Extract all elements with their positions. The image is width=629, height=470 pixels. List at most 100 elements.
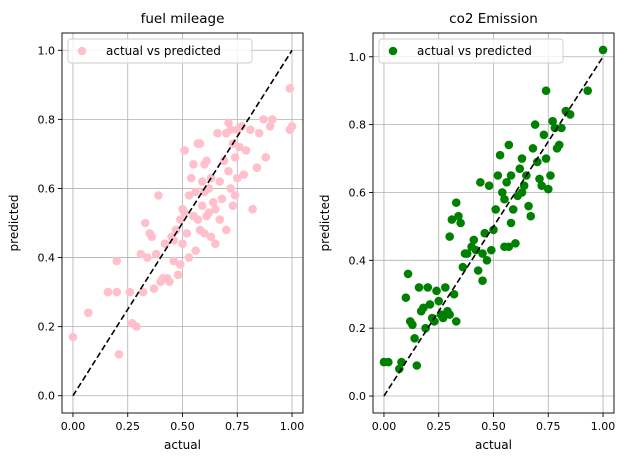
data-point: [252, 163, 262, 173]
data-point: [215, 177, 225, 186]
data-point: [526, 211, 536, 221]
data-point: [103, 287, 113, 297]
data-point: [149, 284, 159, 293]
data-point: [138, 287, 148, 297]
data-point: [484, 181, 494, 190]
data-point: [530, 120, 540, 129]
data-point: [546, 171, 555, 180]
data-point: [246, 125, 255, 135]
x-ticks: 0.00 0.25 0.50 0.75 1.00: [372, 413, 616, 433]
x-tick-label: 0.50: [481, 420, 506, 433]
legend-box: [378, 38, 564, 64]
legend-marker: [388, 46, 398, 56]
data-point: [554, 140, 564, 150]
data-point: [476, 177, 485, 187]
data-point: [478, 276, 487, 285]
data-point: [500, 194, 509, 204]
scatter-points: [379, 45, 608, 374]
data-point: [215, 215, 225, 224]
data-point: [441, 283, 450, 292]
legend-box: [67, 38, 253, 64]
plot-title: co2 Emission: [449, 11, 538, 27]
data-point: [151, 249, 161, 259]
data-point: [471, 245, 481, 255]
data-point: [219, 156, 229, 166]
scatter-points: [68, 83, 297, 359]
data-point: [184, 253, 194, 262]
data-point: [557, 123, 566, 133]
legend-label: actual vs predicted: [106, 44, 221, 58]
data-point: [445, 232, 454, 241]
y-axis-label: predicted: [318, 195, 332, 252]
x-tick-label: 1.00: [591, 420, 616, 433]
data-point: [112, 287, 122, 297]
y-tick-label: 0.8: [38, 113, 56, 126]
data-point: [414, 283, 424, 292]
data-point: [268, 115, 277, 124]
data-point: [535, 174, 544, 184]
y-ticks: 0.0 0.2 0.4 0.6 0.8 1.0: [38, 44, 62, 403]
data-point: [191, 246, 200, 255]
data-point: [208, 197, 218, 207]
data-point: [169, 235, 179, 245]
data-point: [202, 156, 211, 166]
y-tick-label: 0.6: [38, 182, 56, 195]
data-point: [239, 170, 249, 179]
data-point: [478, 249, 487, 258]
y-tick-label: 0.2: [38, 321, 56, 334]
data-point: [497, 188, 507, 197]
data-point: [419, 303, 428, 313]
fuel-mileage-plot: 0.00 0.25 0.50 0.75 1.00 0.00.20.40.60.81.0 …: [7, 11, 304, 452]
data-point: [178, 239, 187, 249]
reference-diagonal-line: [72, 49, 293, 397]
data-point: [180, 208, 189, 217]
data-point: [143, 253, 152, 262]
data-point: [506, 218, 516, 228]
data-point: [237, 121, 246, 131]
data-point: [462, 249, 472, 258]
data-point: [217, 194, 227, 204]
data-point: [502, 177, 511, 187]
data-point: [184, 191, 194, 200]
plot-title: fuel mileage: [141, 11, 225, 27]
data-point: [180, 146, 189, 155]
y-tick-label: 0.6: [349, 186, 367, 199]
data-point: [451, 198, 461, 207]
data-point: [401, 293, 411, 302]
data-point: [241, 146, 251, 155]
data-point: [445, 310, 454, 319]
data-point: [434, 296, 444, 306]
x-axis-label: actual: [475, 438, 512, 452]
data-point: [394, 364, 404, 374]
data-point: [473, 266, 483, 275]
x-tick-label: 0.00: [372, 420, 397, 433]
data-point: [182, 229, 192, 238]
data-point: [423, 283, 433, 292]
x-ticks: 0.00 0.25 0.50 0.75 1.00: [61, 413, 305, 433]
data-point: [226, 184, 235, 193]
co2-emission-plot: 0.00 0.25 0.50 0.75 1.00 0.00.20.40.60.81.0 …: [318, 11, 615, 452]
data-point: [469, 235, 479, 245]
data-point: [384, 357, 393, 367]
data-point: [248, 204, 257, 214]
y-axis-label: predicted: [7, 195, 21, 252]
y-tick-label: 0.0: [38, 390, 56, 403]
data-point: [449, 289, 459, 299]
data-point: [487, 245, 496, 255]
data-point: [165, 277, 174, 287]
data-point: [213, 128, 222, 138]
data-point: [176, 215, 185, 224]
data-point: [191, 187, 200, 197]
data-point: [421, 323, 430, 333]
data-point: [447, 215, 457, 224]
data-point: [154, 191, 163, 200]
legend: actual vs predicted: [378, 38, 564, 64]
data-point: [495, 150, 505, 160]
x-tick-label: 1.00: [280, 420, 305, 433]
data-point: [230, 153, 240, 162]
data-point: [482, 256, 492, 265]
data-point: [211, 204, 220, 214]
data-point: [489, 225, 498, 235]
data-point: [211, 239, 220, 249]
data-point: [114, 349, 124, 359]
